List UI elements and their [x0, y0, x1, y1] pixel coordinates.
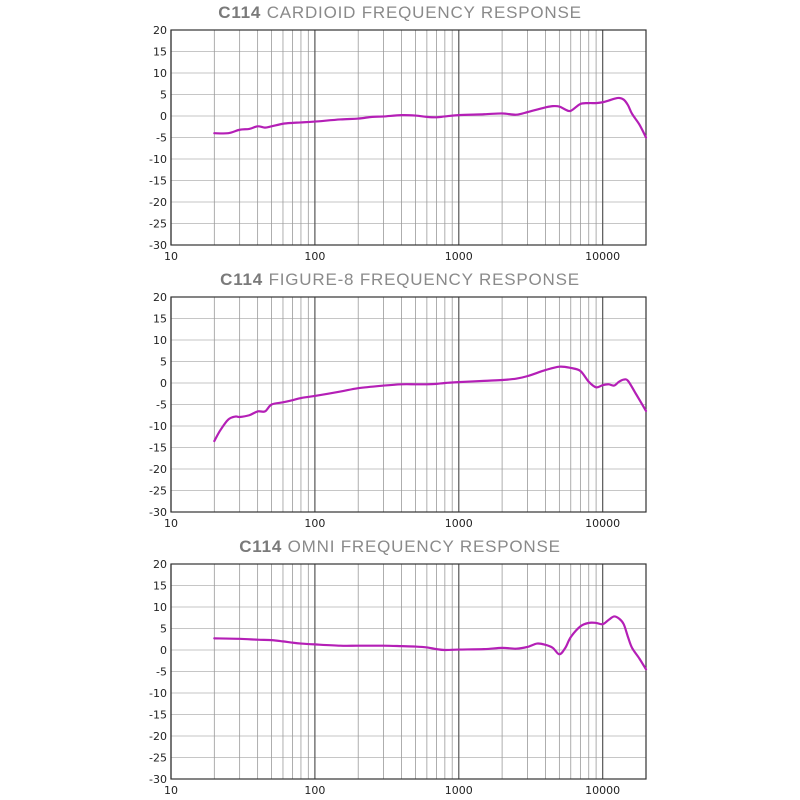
y-tick-label: -15	[149, 442, 167, 455]
y-tick-label: -5	[156, 399, 167, 412]
chart-title: C114 CARDIOID FREQUENCY RESPONSE	[0, 3, 800, 23]
x-tick-label: 1000	[445, 784, 473, 797]
y-tick-label: -5	[156, 132, 167, 145]
y-tick-label: 5	[160, 623, 167, 636]
y-tick-label: -15	[149, 175, 167, 188]
chart-title: C114 FIGURE-8 FREQUENCY RESPONSE	[0, 270, 800, 290]
y-tick-label: 10	[153, 601, 167, 614]
y-tick-label: 5	[160, 356, 167, 369]
series-line	[213, 365, 648, 443]
y-tick-label: -10	[149, 153, 167, 166]
y-tick-label: 5	[160, 89, 167, 102]
x-tick-label: 10	[164, 784, 178, 797]
y-tick-label: -10	[149, 420, 167, 433]
y-tick-label: -15	[149, 709, 167, 722]
y-tick-label: -20	[149, 463, 167, 476]
chart-figure-8: C114 FIGURE-8 FREQUENCY RESPONSE 20 15 10 5…	[0, 267, 800, 533]
chart-title-model: C114	[218, 3, 262, 22]
x-tick-label: 10000	[585, 784, 620, 797]
chart-omni: C114 OMNI FREQUENCY RESPONSE 20 15 10 5 0 -5 -…	[0, 534, 800, 800]
y-tick-label: -20	[149, 730, 167, 743]
y-tick-label: 0	[160, 644, 167, 657]
y-tick-label: 10	[153, 334, 167, 347]
y-tick-label: 20	[153, 291, 167, 304]
y-tick-label: 15	[153, 313, 167, 326]
x-tick-label: 10	[164, 517, 178, 530]
y-tick-label: 10	[153, 67, 167, 80]
y-tick-label: -25	[149, 218, 167, 231]
x-tick-label: 100	[304, 517, 325, 530]
y-tick-label: -30	[149, 506, 167, 519]
y-tick-label: 20	[153, 558, 167, 571]
y-tick-label: -25	[149, 485, 167, 498]
x-tick-label: 10000	[585, 517, 620, 530]
y-tick-label: -30	[149, 239, 167, 252]
chart-title-text: OMNI FREQUENCY RESPONSE	[287, 537, 561, 556]
x-tick-label: 1000	[445, 517, 473, 530]
chart-title-model: C114	[220, 270, 264, 289]
series-line	[213, 615, 648, 671]
y-tick-label: -5	[156, 666, 167, 679]
chart-title: C114 OMNI FREQUENCY RESPONSE	[0, 537, 800, 557]
y-tick-label: -10	[149, 687, 167, 700]
chart-title-text: CARDIOID FREQUENCY RESPONSE	[266, 3, 582, 22]
y-tick-label: 15	[153, 46, 167, 59]
y-tick-label: 0	[160, 377, 167, 390]
x-tick-label: 10000	[585, 250, 620, 263]
chart-title-model: C114	[239, 537, 283, 556]
y-tick-label: 0	[160, 110, 167, 123]
y-tick-label: -30	[149, 773, 167, 786]
series-line	[213, 96, 648, 139]
x-tick-label: 10	[164, 250, 178, 263]
chart-title-text: FIGURE-8 FREQUENCY RESPONSE	[268, 270, 580, 289]
plot-frame	[170, 563, 647, 780]
y-tick-label: 20	[153, 24, 167, 37]
x-tick-label: 1000	[445, 250, 473, 263]
y-tick-label: 15	[153, 580, 167, 593]
x-tick-label: 100	[304, 784, 325, 797]
plot-frame	[170, 296, 647, 513]
x-tick-label: 100	[304, 250, 325, 263]
y-tick-label: -25	[149, 752, 167, 765]
chart-cardioid: C114 CARDIOID FREQUENCY RESPONSE 20 15 10 5…	[0, 0, 800, 266]
y-tick-label: -20	[149, 196, 167, 209]
